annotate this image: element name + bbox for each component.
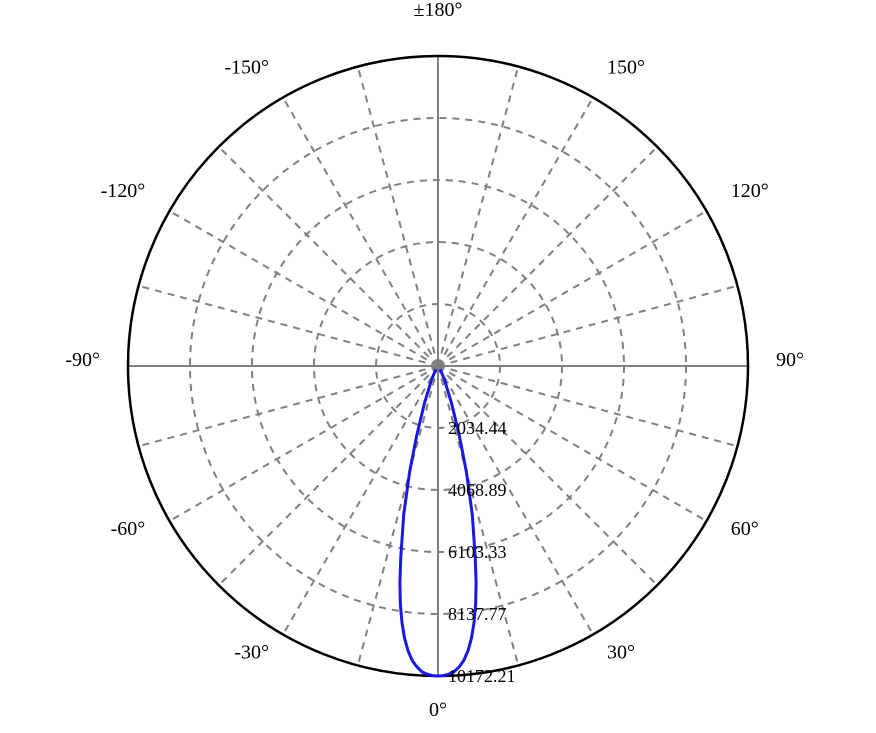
angle-label: 150° (607, 56, 645, 78)
angle-label: 60° (731, 518, 759, 540)
polar-chart: 0° -30° -60° -90° -120° -150° ±180° 150° 120° 90°… (0, 0, 876, 733)
angle-label: ±180° (414, 0, 463, 21)
angle-label: -120° (101, 180, 146, 202)
radial-label: 4068.89 (448, 480, 507, 500)
radial-label: 8137.77 (448, 604, 507, 624)
radial-label: 2034.44 (448, 418, 507, 438)
center-dot (434, 362, 442, 370)
radial-label: 10172.21 (448, 666, 516, 686)
angle-label: -150° (224, 56, 269, 78)
angle-label: 120° (731, 180, 769, 202)
angle-label: -90° (65, 349, 100, 371)
angle-label: 0° (429, 699, 447, 721)
radial-label: 6103.33 (448, 542, 507, 562)
angle-label: 30° (607, 642, 635, 664)
angle-label: -30° (234, 642, 269, 664)
radial-labels: 2034.44 4068.89 6103.33 8137.77 10172.21 (448, 418, 516, 686)
angle-label: -60° (111, 518, 146, 540)
angle-label: 90° (776, 349, 804, 371)
